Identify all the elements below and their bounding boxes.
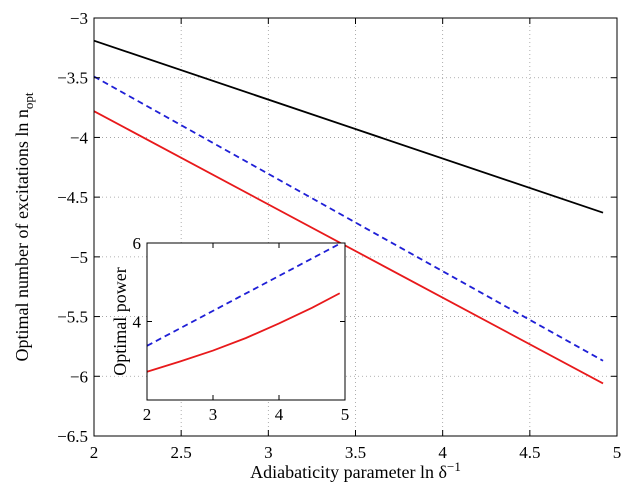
y-tick-label: −4 [70, 128, 89, 147]
series-line-3 [93, 110, 604, 385]
y-tick-label: −3.5 [57, 69, 88, 88]
x-tick-label: 3 [264, 443, 273, 462]
inset-x-tick-label: 3 [209, 405, 218, 424]
inset-series-line-1 [146, 242, 341, 347]
y-axis-label-text: Optimal number of excitations ln n [12, 109, 32, 361]
y-tick-label: −6.5 [57, 427, 88, 446]
inset-y-axis-label: Optimal power [110, 267, 130, 375]
inset-x-tick-label: 5 [341, 405, 350, 424]
x-tick-label: 2.5 [171, 443, 192, 462]
x-tick-label: 2 [90, 443, 99, 462]
y-axis-label: Optimal number of excitations ln nopt [12, 92, 36, 361]
series-line-1 [93, 39, 604, 214]
x-tick-label: 5 [613, 443, 622, 462]
inset-x-tick-label: 4 [275, 405, 284, 424]
inset-plot-area [147, 243, 345, 400]
inset-series-line-2 [146, 292, 341, 373]
x-axis-label: Adiabaticity parameter ln δ−1 [250, 459, 461, 482]
y-tick-label: −3 [70, 9, 88, 28]
inset-x-tick-label: 2 [143, 405, 152, 424]
x-axis-label-superscript: −1 [447, 459, 461, 474]
y-tick-label: −5 [70, 248, 88, 267]
x-tick-label: 3.5 [345, 443, 366, 462]
x-axis-label-text: Adiabaticity parameter ln δ [250, 462, 447, 482]
x-tick-label: 4.5 [519, 443, 540, 462]
series-line-2 [93, 75, 604, 362]
inset-y-tick-label: 4 [133, 313, 142, 332]
y-axis-label-subscript: opt [21, 92, 36, 109]
x-tick-label: 4 [438, 443, 447, 462]
y-tick-label: −5.5 [57, 308, 88, 327]
inset-y-tick-label: 6 [133, 234, 142, 253]
y-tick-label: −4.5 [57, 188, 88, 207]
y-tick-label: −6 [70, 367, 88, 386]
